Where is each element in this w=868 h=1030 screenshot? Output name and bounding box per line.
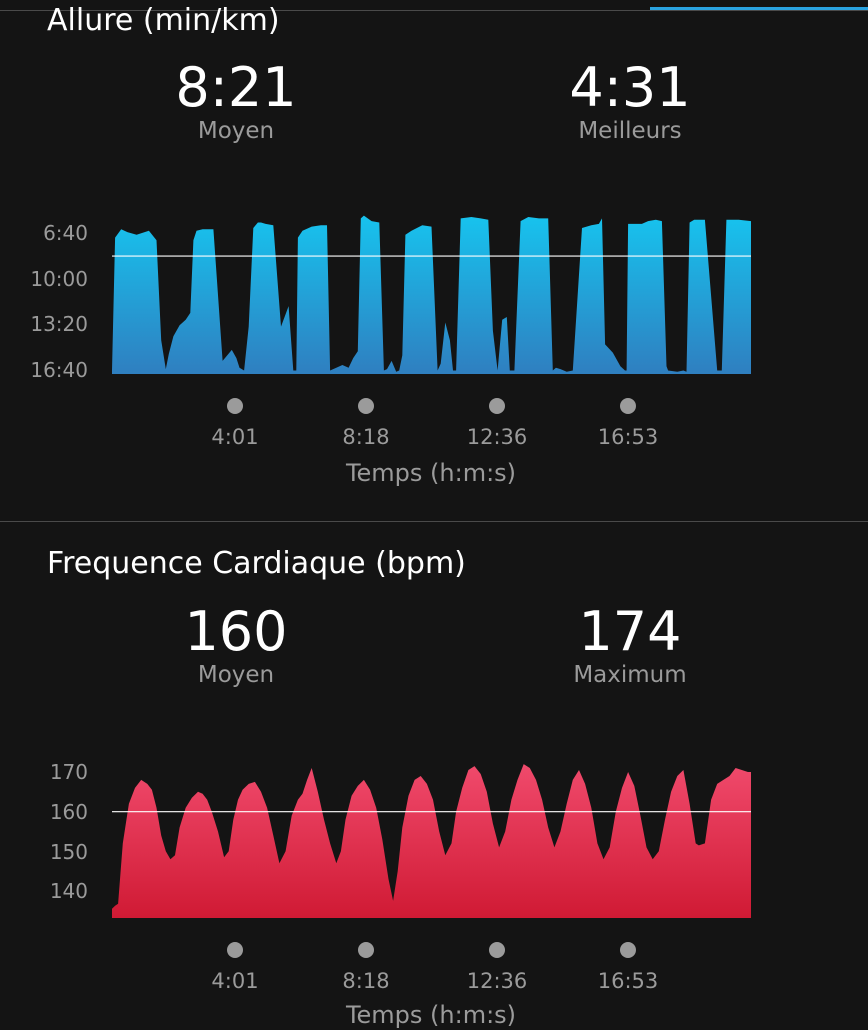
- top-divider: [0, 10, 868, 11]
- heart-x-tick-label: 4:01: [211, 969, 258, 993]
- pace-x-tick-marker: [358, 398, 374, 414]
- heart-average-value: 160: [184, 600, 288, 663]
- heart-y-tick-label: 140: [50, 879, 88, 903]
- heart-max-label: Maximum: [573, 662, 687, 688]
- pace-average-value: 8:21: [175, 56, 297, 119]
- pace-y-tick-label: 13:20: [30, 312, 88, 336]
- pace-x-tick-marker: [227, 398, 243, 414]
- heart-x-tick-marker: [620, 942, 636, 958]
- pace-x-tick-label: 12:36: [467, 425, 528, 449]
- pace-x-tick-label: 4:01: [211, 425, 258, 449]
- heart-x-tick-marker: [358, 942, 374, 958]
- pace-x-tick-marker: [489, 398, 505, 414]
- heart-x-tick-marker: [227, 942, 243, 958]
- pace-average-label: Moyen: [197, 118, 275, 144]
- heart-x-tick-label: 16:53: [598, 969, 659, 993]
- heart-average-label: Moyen: [197, 662, 275, 688]
- heart-x-tick-label: 8:18: [342, 969, 389, 993]
- heart-max-value: 174: [578, 600, 682, 663]
- heart-x-tick-label: 12:36: [467, 969, 528, 993]
- pace-y-tick-label: 10:00: [30, 267, 88, 291]
- section-divider: [0, 521, 868, 522]
- pace-y-tick-label: 16:40: [30, 358, 88, 382]
- heart-x-axis-label: Temps (h:m:s): [345, 1001, 516, 1029]
- heart-section-title: Frequence Cardiaque (bpm): [47, 546, 466, 581]
- pace-best-value: 4:31: [569, 56, 691, 119]
- heart-y-tick-label: 160: [50, 800, 88, 824]
- pace-area-series: [112, 215, 751, 374]
- pace-chart: 6:40 10:00 13:20 16:40 4:01 8:18 12:36 16:53 T…: [30, 215, 751, 487]
- heart-y-tick-label: 170: [50, 760, 88, 784]
- pace-x-tick-label: 8:18: [342, 425, 389, 449]
- heart-rate-area-series: [112, 764, 751, 918]
- pace-x-tick-label: 16:53: [598, 425, 659, 449]
- heart-rate-chart: 170 160 150 140 4:01 8:18 12:36 16:53 Temps (h…: [50, 760, 751, 1029]
- pace-x-tick-marker: [620, 398, 636, 414]
- pace-y-tick-label: 6:40: [43, 221, 88, 245]
- heart-x-tick-marker: [489, 942, 505, 958]
- heart-y-tick-label: 150: [50, 840, 88, 864]
- pace-x-axis-label: Temps (h:m:s): [345, 459, 516, 487]
- active-tab-indicator: [650, 7, 868, 10]
- pace-section-title: Allure (min/km): [47, 3, 280, 38]
- pace-best-label: Meilleurs: [578, 118, 682, 144]
